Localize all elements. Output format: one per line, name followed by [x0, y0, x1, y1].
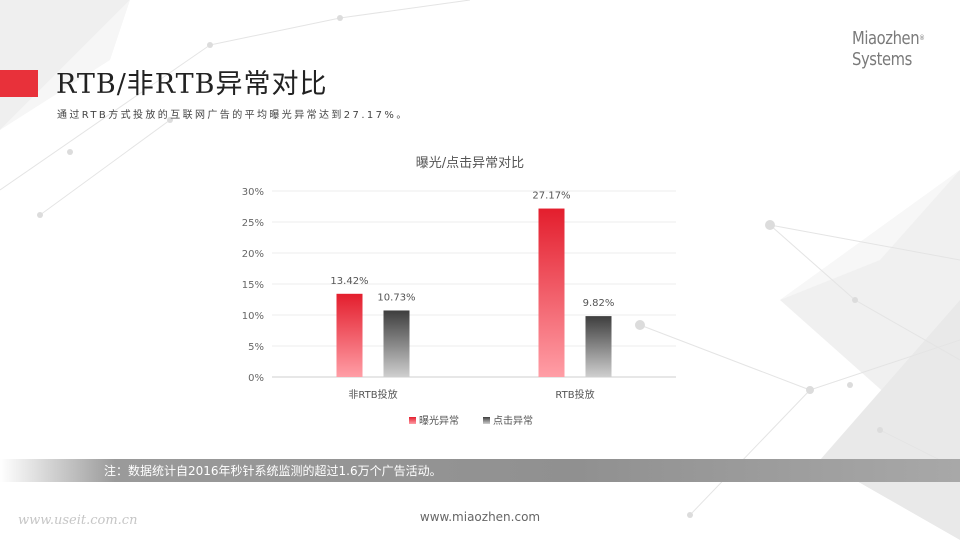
- miaozhen-logo: Miaozhen® Systems: [852, 28, 925, 70]
- watermark: www.useit.com.cn: [18, 513, 138, 528]
- data-label: 27.17%: [532, 191, 570, 202]
- website-url[interactable]: www.miaozhen.com: [419, 510, 541, 524]
- bar: [585, 316, 612, 377]
- x-tick-label: 非RTB投放: [348, 388, 397, 401]
- chart-title: 曝光/点击异常对比: [416, 156, 524, 171]
- legend-label: 点击异常: [493, 414, 533, 427]
- data-label: 9.82%: [583, 298, 615, 309]
- bar: [383, 310, 410, 377]
- logo-registered-mark: ®: [919, 34, 925, 42]
- title-accent-bar: [0, 70, 38, 97]
- y-tick-label: 0%: [248, 373, 264, 384]
- data-label: 10.73%: [377, 292, 415, 303]
- footnote-band: [0, 459, 960, 482]
- legend-swatch: [483, 417, 490, 424]
- legend-swatch: [409, 417, 416, 424]
- y-tick-label: 20%: [242, 249, 264, 260]
- y-tick-label: 25%: [242, 218, 264, 229]
- page-title: RTB/非RTB异常对比: [56, 69, 328, 100]
- y-tick-label: 30%: [242, 187, 264, 198]
- y-tick-label: 10%: [242, 311, 264, 322]
- bar: [336, 293, 363, 377]
- y-tick-label: 15%: [242, 280, 264, 291]
- data-label: 13.42%: [330, 276, 368, 287]
- logo-line1: Miaozhen: [852, 28, 920, 49]
- y-tick-label: 5%: [248, 342, 264, 353]
- legend-label: 曝光异常: [419, 414, 459, 427]
- chart-body: 0% 5% 10% 15% 20% 25% 30% 13.42% 10.73% 非RTB投放 27.…: [242, 187, 676, 427]
- x-tick-label: RTB投放: [555, 388, 594, 401]
- logo-line2: Systems: [852, 49, 912, 70]
- footnote: 注：数据统计自2016年秒针系统监测的超过1.6万个广告活动。: [104, 464, 442, 478]
- page-subtitle: 通过RTB方式投放的互联网广告的平均曝光异常达到27.17%。: [57, 110, 409, 121]
- bar: [538, 208, 565, 377]
